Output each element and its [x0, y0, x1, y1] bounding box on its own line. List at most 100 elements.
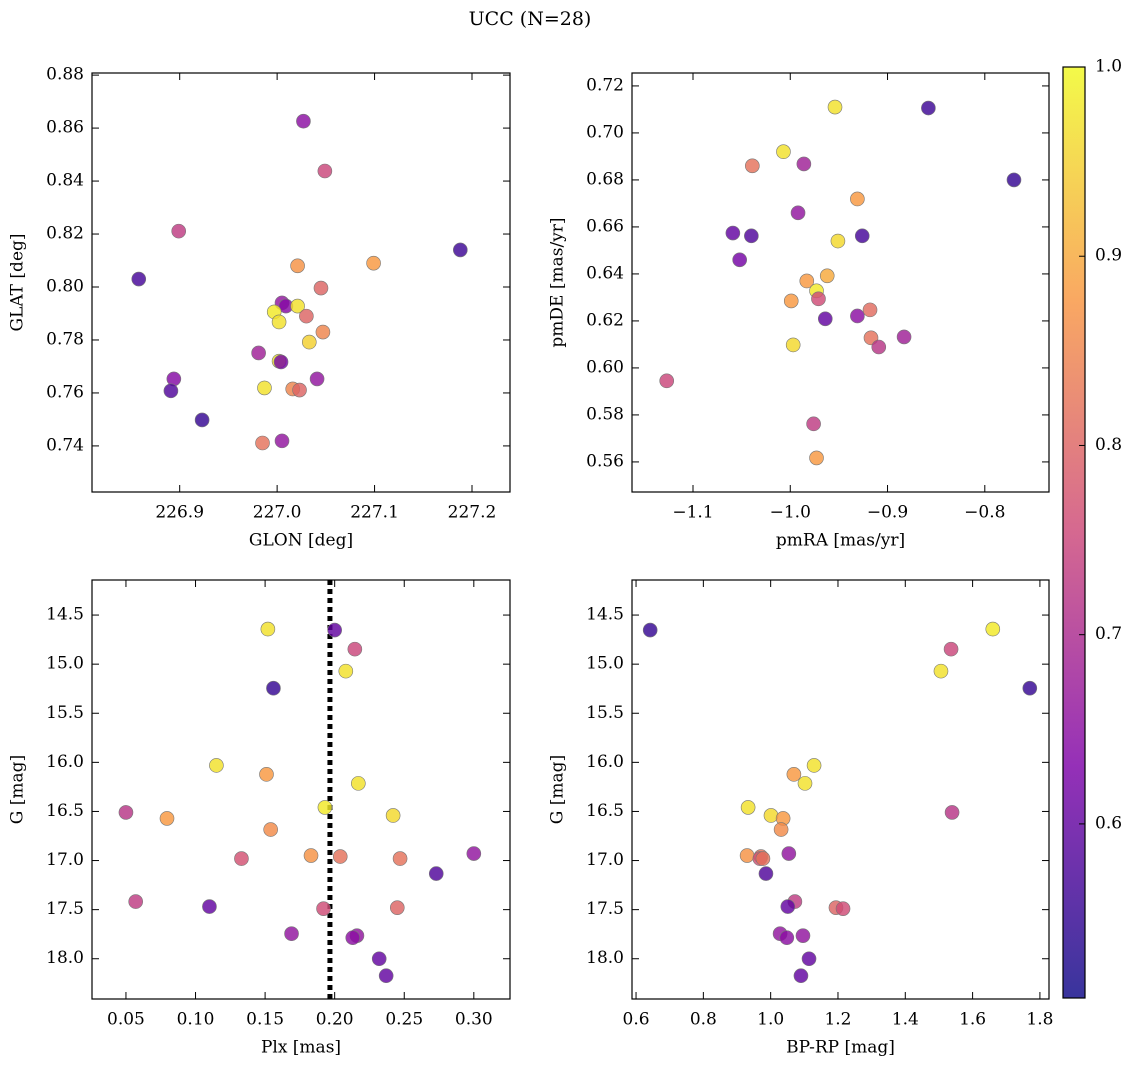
point	[260, 621, 276, 637]
point	[850, 308, 865, 324]
colorbar-tick-label: 0.6	[1095, 813, 1122, 833]
point	[292, 382, 307, 398]
point	[301, 334, 317, 350]
x-axis-label: GLON [deg]	[249, 531, 353, 551]
point	[944, 805, 960, 820]
point	[780, 899, 796, 914]
x-tick-label: 1.4	[892, 1010, 919, 1030]
point	[896, 329, 912, 345]
point	[745, 158, 760, 174]
point	[835, 901, 851, 916]
point	[796, 156, 812, 172]
point	[290, 258, 305, 274]
point	[783, 293, 799, 309]
y-tick-label: 0.64	[586, 263, 624, 283]
y-tick-label: 0.88	[46, 65, 84, 85]
point	[255, 435, 270, 451]
point	[290, 298, 305, 314]
point	[351, 776, 366, 791]
y-tick-label: 0.86	[46, 118, 84, 138]
y-tick-label: 0.84	[46, 171, 84, 191]
y-tick-label: 0.60	[586, 357, 624, 377]
point	[811, 291, 826, 307]
point	[806, 416, 821, 432]
point	[313, 280, 329, 296]
y-axis-label: G [mag]	[8, 755, 28, 824]
plot-frame	[91, 579, 511, 1000]
point	[1022, 680, 1038, 696]
point	[827, 99, 843, 115]
figure-title: UCC (N=28)	[469, 8, 592, 30]
y-axis-label: G [mag]	[548, 755, 568, 824]
point	[209, 758, 224, 773]
point	[271, 314, 287, 330]
point	[385, 808, 401, 823]
colorbar-tick-label: 0.8	[1095, 435, 1122, 455]
x-tick-label: 0.15	[246, 1010, 284, 1030]
y-tick-label: 17.5	[586, 899, 624, 919]
point	[338, 663, 354, 679]
point	[776, 144, 791, 160]
point	[259, 767, 274, 782]
y-tick-label: 0.74	[46, 435, 84, 455]
point	[850, 191, 865, 207]
point	[118, 805, 134, 820]
point	[159, 811, 175, 826]
y-tick-label: 15.5	[46, 703, 84, 723]
point	[985, 621, 1001, 637]
point	[739, 848, 755, 863]
x-tick-label: 0.30	[455, 1010, 493, 1030]
point	[862, 302, 878, 318]
point	[801, 951, 817, 967]
x-tick-label: 0.20	[316, 1010, 354, 1030]
x-tick-label: 227.2	[448, 503, 497, 523]
point	[740, 800, 756, 815]
point	[819, 268, 835, 284]
point	[299, 308, 314, 324]
point	[273, 354, 289, 370]
point	[251, 345, 266, 361]
point	[371, 951, 387, 967]
point	[755, 851, 771, 866]
x-tick-label: 0.25	[385, 1010, 423, 1030]
point	[642, 622, 658, 638]
point	[744, 228, 759, 244]
y-tick-label: 0.58	[586, 404, 624, 424]
point	[202, 899, 217, 914]
point	[763, 808, 779, 823]
x-tick-label: −0.8	[964, 503, 1005, 523]
point	[128, 894, 143, 909]
point	[795, 928, 811, 943]
point	[347, 641, 363, 657]
y-tick-label: 18.0	[586, 948, 624, 968]
point	[274, 433, 290, 449]
point	[315, 324, 331, 340]
point	[781, 846, 797, 861]
point	[854, 228, 870, 244]
y-tick-label: 0.66	[586, 216, 624, 236]
y-tick-label: 17.0	[46, 850, 84, 870]
x-tick-label: −0.9	[867, 503, 908, 523]
point	[327, 622, 342, 638]
point	[943, 641, 959, 657]
x-tick-label: 1.2	[824, 1010, 851, 1030]
point	[263, 822, 278, 837]
point	[921, 100, 936, 116]
y-tick-label: 17.5	[46, 899, 84, 919]
colorbar-tick-label: 0.7	[1095, 624, 1122, 644]
point	[799, 273, 815, 289]
y-tick-label: 16.0	[46, 752, 84, 772]
point	[1006, 172, 1022, 188]
point	[817, 311, 833, 327]
y-tick-label: 17.0	[586, 850, 624, 870]
y-tick-label: 14.5	[586, 605, 624, 625]
point	[466, 846, 482, 861]
x-axis-label: pmRA [mas/yr]	[776, 531, 905, 551]
x-tick-label: 0.10	[177, 1010, 215, 1030]
x-tick-label: 226.9	[155, 503, 204, 523]
y-tick-label: 0.80	[46, 277, 84, 297]
point	[732, 252, 747, 268]
x-tick-label: 0.05	[107, 1010, 145, 1030]
point	[659, 373, 675, 389]
y-axis-label: GLAT [deg]	[8, 233, 28, 331]
